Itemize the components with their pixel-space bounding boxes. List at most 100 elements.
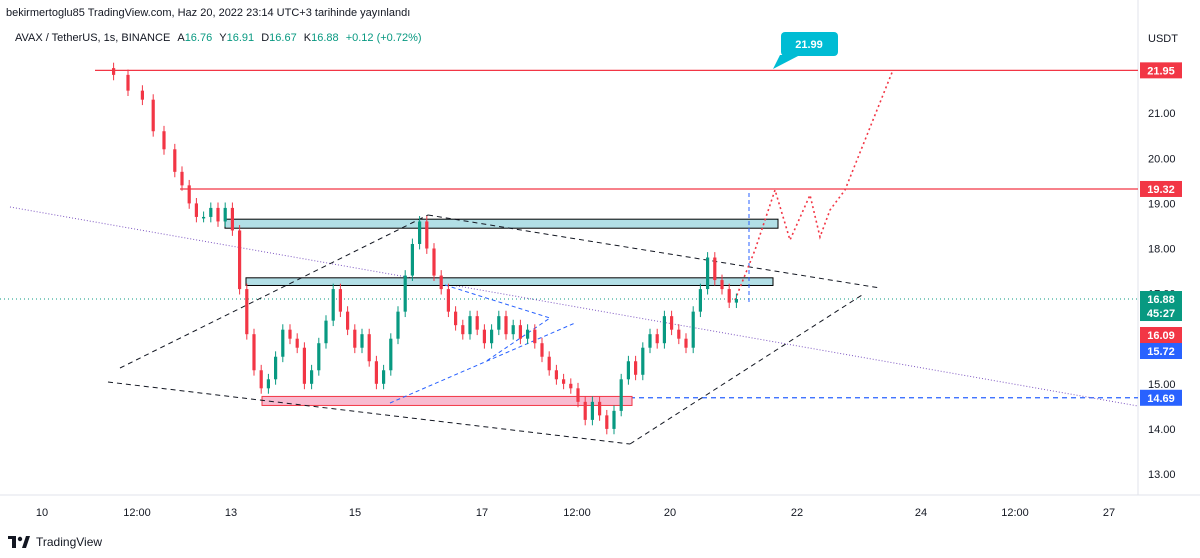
drawings-layer[interactable]: 21.99 — [0, 32, 1139, 445]
price-badge-countdown[interactable] — [1140, 305, 1182, 322]
candle-body — [338, 289, 342, 312]
y-tick-label: 18.00 — [1148, 244, 1176, 256]
supply-zone-lower[interactable] — [245, 277, 774, 286]
price-badge-blue[interactable] — [1140, 389, 1182, 406]
candle-body — [302, 347, 306, 384]
x-tick-label: 20 — [664, 507, 676, 519]
candle-body — [547, 356, 551, 371]
blue-channel-upper[interactable] — [444, 284, 552, 363]
candle-body — [626, 361, 630, 380]
purple-trendline[interactable] — [9, 206, 1139, 407]
y-tick-label: 19.00 — [1148, 198, 1176, 210]
x-tick-label: 12:00 — [1001, 507, 1029, 519]
candle-body — [583, 401, 587, 420]
candle-body — [562, 379, 566, 384]
time-axis[interactable]: 10 12:00 13 15 17 12:00 20 22 24 12:00 27 — [36, 507, 1115, 519]
candle-body — [641, 347, 645, 375]
price-axis[interactable]: 13.0014.0015.0016.0017.0018.0019.0020.00… — [1140, 33, 1182, 481]
candle-body — [151, 99, 155, 132]
pattern-dashed-line[interactable] — [427, 214, 881, 289]
candle-body — [454, 311, 458, 326]
candle-body — [194, 203, 198, 217]
candle-body — [209, 207, 213, 217]
price-badge-label: 15.72 — [1147, 346, 1175, 358]
pattern-dashed-line[interactable] — [629, 294, 863, 445]
candle-body — [446, 289, 450, 312]
candle-body — [353, 329, 357, 348]
candle-body — [112, 68, 116, 75]
candle-body — [245, 289, 249, 335]
candle-body — [475, 316, 479, 330]
candle-body — [382, 370, 386, 384]
candle-body — [259, 370, 263, 389]
footer-branding: TradingView — [8, 535, 102, 549]
price-badge-last[interactable] — [1140, 291, 1182, 308]
candle-body — [396, 311, 400, 339]
blue-channel-lower[interactable] — [389, 322, 576, 404]
candle-body — [252, 334, 256, 371]
candle-body — [698, 289, 702, 312]
price-badge-label: 19.32 — [1147, 184, 1175, 196]
symbol-name[interactable]: AVAX / TetherUS, 1s, BINANCE — [15, 32, 171, 44]
candle-body — [720, 280, 724, 290]
candle-body — [670, 316, 674, 330]
close-value: 16.88 — [311, 32, 339, 44]
candle-body — [173, 149, 177, 172]
candle-body — [162, 131, 166, 150]
candle-body — [533, 329, 537, 344]
candle-body — [281, 329, 285, 357]
callout-box[interactable] — [781, 32, 838, 56]
x-tick-label: 15 — [349, 507, 361, 519]
candles-layer — [112, 62, 738, 435]
candle-body — [511, 325, 515, 335]
candle-body — [432, 248, 436, 276]
candle-body — [713, 257, 717, 281]
candle-body — [576, 388, 580, 402]
candle-body — [346, 311, 350, 330]
candle-body — [187, 185, 191, 204]
price-badge-blue[interactable] — [1140, 343, 1182, 359]
price-badge-label: 21.95 — [1147, 65, 1175, 77]
candle-body — [324, 320, 328, 344]
open-label: A — [177, 32, 185, 44]
projected-path[interactable] — [734, 69, 894, 301]
candle-body — [180, 171, 184, 186]
price-badge-label: 45:27 — [1147, 308, 1175, 320]
footer-brand-label: TradingView — [36, 535, 103, 549]
x-tick-label: 13 — [225, 507, 237, 519]
candle-body — [598, 401, 602, 416]
candle-body — [648, 334, 652, 348]
x-tick-label: 22 — [791, 507, 803, 519]
candle-body — [518, 325, 522, 339]
candle-body — [310, 370, 314, 384]
open-value: 16.76 — [184, 32, 213, 44]
candle-body — [274, 356, 278, 380]
callout-pointer — [773, 55, 800, 69]
candle-body — [482, 329, 486, 344]
candle-body — [331, 289, 335, 321]
price-badge-resistance[interactable] — [1140, 62, 1182, 79]
price-badge-resistance[interactable] — [1140, 327, 1182, 343]
candle-body — [634, 361, 638, 375]
candle-body — [266, 379, 270, 389]
price-badge-label: 16.88 — [1147, 294, 1175, 306]
price-badge-resistance[interactable] — [1140, 180, 1182, 197]
x-tick-label: 12:00 — [563, 507, 591, 519]
candle-body — [439, 275, 443, 290]
candle-body — [216, 207, 220, 222]
candle-body — [317, 343, 321, 371]
candle-body — [410, 243, 414, 276]
pattern-dashed-line[interactable] — [107, 381, 631, 445]
candle-body — [202, 216, 206, 219]
candle-body — [468, 316, 472, 335]
demand-zone[interactable] — [261, 395, 633, 406]
tradingview-logo-icon — [8, 536, 30, 548]
candle-body — [230, 207, 234, 231]
y-tick-label: 15.00 — [1148, 379, 1176, 391]
pattern-dashed-line[interactable] — [119, 214, 429, 369]
candle-body — [418, 221, 422, 244]
candle-body — [126, 74, 130, 91]
candle-body — [619, 379, 623, 411]
candle-body — [389, 338, 393, 371]
